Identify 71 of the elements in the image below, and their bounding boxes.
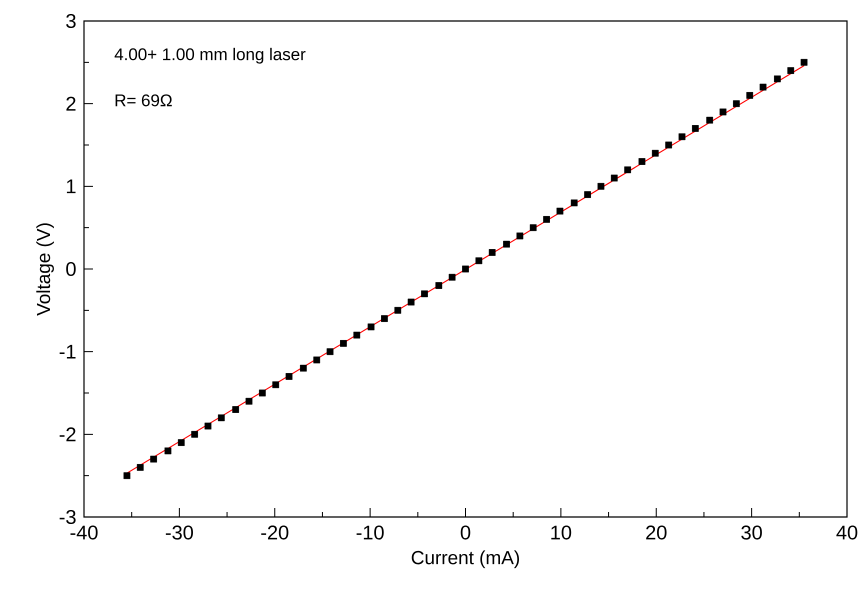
point (488, 249, 496, 256)
x-tick-label: -40 (70, 526, 98, 540)
point (313, 356, 320, 364)
point (394, 306, 402, 314)
point (368, 323, 374, 330)
point (475, 257, 482, 264)
y-tick-label: -2 (60, 427, 76, 442)
y-tick-label: 2 (66, 96, 76, 111)
x-tick-label: -30 (166, 526, 193, 540)
point (692, 125, 699, 132)
point (232, 406, 240, 413)
point (462, 266, 469, 272)
y-axis-title: Voltage (V) (36, 223, 54, 316)
point (598, 182, 604, 190)
point (624, 166, 632, 174)
point (665, 142, 672, 148)
point (178, 439, 185, 446)
point (124, 472, 130, 480)
point (678, 133, 686, 140)
point (720, 108, 726, 116)
point (570, 199, 578, 206)
annotation: 4.00+ 1.00 mm long laser (114, 48, 306, 64)
point (340, 340, 347, 347)
x-tick-label: -20 (261, 526, 288, 540)
point (584, 191, 591, 198)
point (408, 298, 415, 306)
point (164, 447, 172, 454)
point (353, 332, 360, 339)
point (516, 232, 524, 240)
point (638, 158, 646, 165)
point (136, 464, 144, 471)
x-tick-label: 30 (741, 526, 762, 540)
point (556, 208, 564, 215)
point (530, 224, 537, 232)
point (326, 348, 334, 356)
point (706, 116, 714, 124)
point (286, 373, 292, 380)
point (204, 422, 212, 430)
point (800, 58, 808, 66)
point (421, 290, 428, 298)
point (191, 430, 198, 438)
point (272, 381, 280, 388)
point (381, 315, 388, 322)
x-tick-label: 20 (646, 526, 667, 540)
point (246, 398, 252, 405)
point (732, 100, 740, 108)
annotation: R= 69Ω (116, 94, 172, 106)
point (218, 414, 225, 422)
point (787, 67, 794, 74)
y-tick-label: -1 (60, 344, 76, 359)
point (435, 282, 442, 289)
point (774, 75, 781, 82)
y-tick-label: 1 (66, 179, 76, 194)
point (746, 92, 754, 99)
point (503, 240, 510, 248)
point (300, 364, 307, 372)
x-axis-title: Current (mA) (412, 550, 519, 568)
point (448, 274, 456, 281)
point (652, 150, 659, 157)
y-tick-label: 3 (66, 14, 76, 28)
point (760, 84, 766, 91)
point (610, 174, 618, 182)
point (258, 390, 266, 396)
point (150, 456, 158, 463)
x-tick-label: -10 (356, 526, 384, 540)
x-tick-label: 10 (551, 526, 572, 540)
y-tick-label: 0 (66, 262, 76, 276)
point (543, 216, 550, 223)
x-tick-label: 40 (836, 526, 858, 540)
y-tick-label: -3 (60, 510, 76, 524)
x-tick-label: 0 (460, 526, 470, 540)
